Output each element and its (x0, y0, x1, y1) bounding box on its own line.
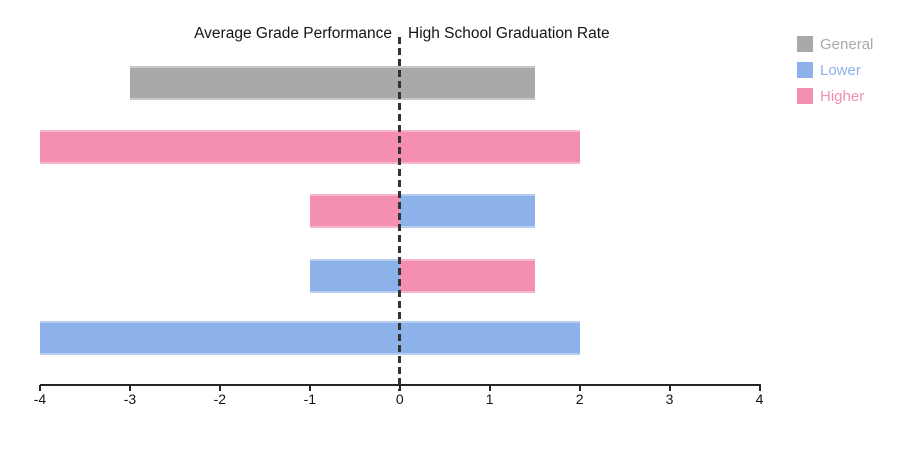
bar-segment (40, 130, 580, 164)
bar-segment (399, 194, 535, 228)
legend-item: Lower (797, 61, 873, 79)
bar-segment (399, 259, 535, 293)
x-tick (488, 385, 491, 391)
x-tick-label: 1 (485, 391, 494, 407)
x-tick-label: -4 (33, 391, 47, 407)
x-tick (758, 385, 761, 391)
x-tick-label: 0 (395, 391, 404, 407)
legend-item: General (797, 35, 874, 53)
legend-swatch (797, 62, 813, 78)
legend-label: Lower (820, 61, 861, 79)
x-tick (668, 385, 671, 391)
legend-swatch (797, 36, 813, 52)
legend: General Lower Higher (797, 36, 873, 114)
legend-swatch (797, 88, 813, 104)
x-tick-label: -1 (303, 391, 317, 407)
x-tick-label: 4 (755, 391, 764, 407)
zero-dashed-line (398, 37, 402, 391)
x-tick-label: 2 (575, 391, 584, 407)
x-tick-label: -2 (213, 391, 227, 407)
legend-label: General (820, 35, 874, 53)
legend-item: Higher (797, 87, 873, 105)
x-tick (39, 385, 41, 391)
bar-segment (309, 194, 400, 228)
legend-label: Higher (820, 87, 865, 105)
x-tick-label: -3 (123, 391, 137, 407)
x-tick (218, 385, 221, 391)
left-column-title: Average Grade Performance (194, 25, 392, 42)
x-tick (398, 385, 401, 391)
x-tick (128, 385, 131, 391)
x-tick-label: 3 (665, 391, 674, 407)
bar-segment (40, 321, 580, 355)
bar-segment (129, 66, 535, 100)
x-tick (578, 385, 581, 391)
bar-segment (309, 259, 400, 293)
right-column-title: High School Graduation Rate (408, 25, 610, 42)
x-tick (308, 385, 311, 391)
